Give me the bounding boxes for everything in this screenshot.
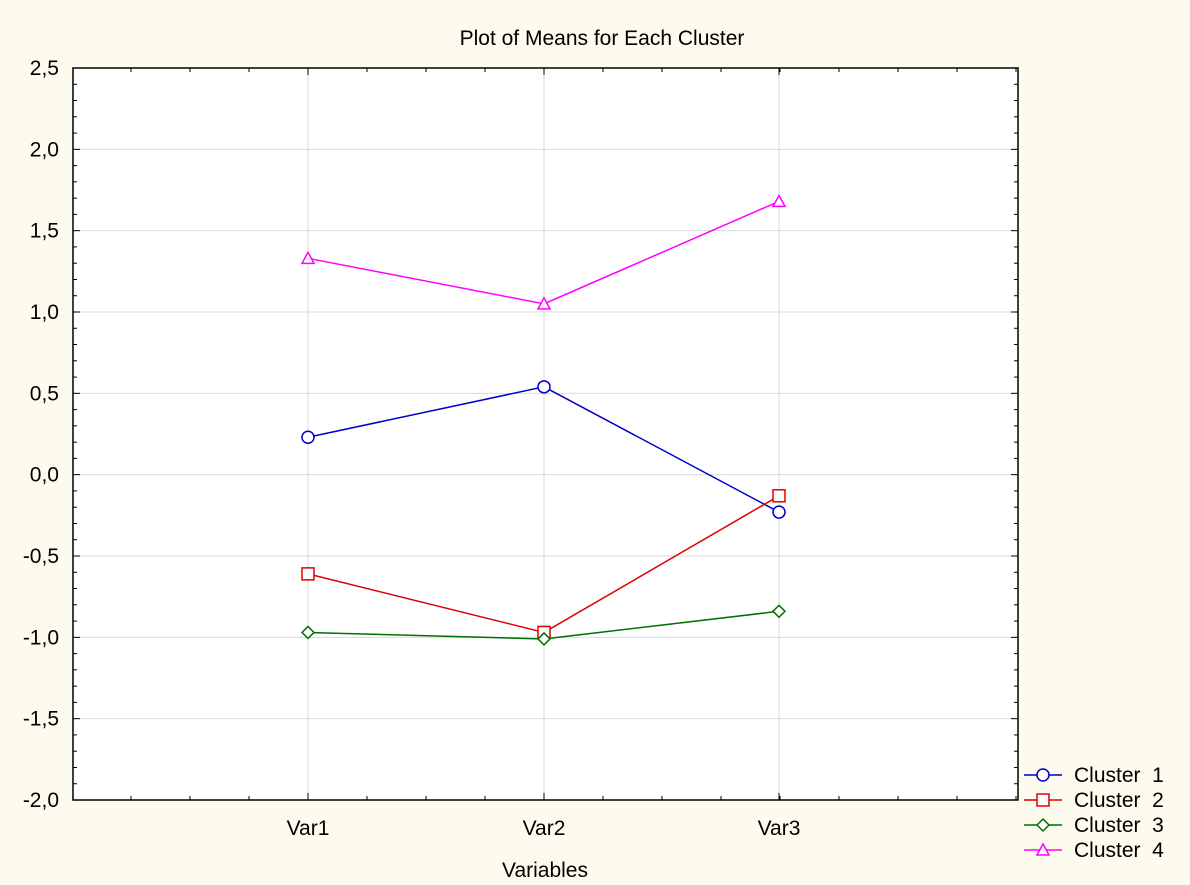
x-tick-label: Var2: [523, 817, 566, 840]
data-point-circle: [537, 380, 551, 394]
legend-marker-triangle: [1035, 842, 1051, 856]
legend-item: Cluster 4: [1024, 839, 1164, 862]
y-tick-label: -0,5: [23, 545, 59, 568]
data-point-circle: [301, 430, 315, 445]
y-tick-label: 2,5: [30, 57, 59, 80]
y-tick-label: -1,0: [23, 626, 59, 649]
legend-item: Cluster 2: [1024, 789, 1164, 812]
data-point-diamond: [300, 625, 316, 640]
data-point-triangle: [771, 193, 787, 208]
plot-frame: [72, 67, 1019, 801]
y-tick-label: 1,5: [30, 220, 59, 243]
y-tick-label: 0,5: [30, 382, 59, 405]
legend-item: Cluster 3: [1024, 814, 1164, 837]
y-tick-label: 2,0: [30, 138, 59, 161]
data-point-diamond: [771, 604, 787, 619]
legend-marker-square: [1036, 793, 1050, 807]
data-point-circle: [772, 505, 786, 519]
plot-area: [73, 68, 1018, 800]
series-group: [300, 193, 787, 647]
y-tick-label: -2,0: [23, 789, 59, 812]
axes: -2,0 -1,5 -1,0 -0,5 0,0 0,5 1,0 1,5 2,0 2,5 Var1 Va…: [23, 57, 1019, 840]
legend-label: Cluster 4: [1074, 839, 1164, 862]
y-tick-label: 0,0: [30, 464, 59, 487]
legend-item: Cluster 1: [1024, 764, 1164, 787]
x-tick-label: Var1: [287, 817, 330, 840]
series-3: [300, 604, 787, 647]
chart-title: Plot of Means for Each Cluster: [460, 27, 745, 50]
legend-marker-circle: [1036, 768, 1050, 782]
legend-label: Cluster 2: [1074, 789, 1164, 812]
series-1: [301, 380, 786, 519]
data-point-square: [772, 489, 786, 503]
series-4: [300, 193, 787, 310]
data-point-diamond: [536, 631, 552, 647]
data-point-triangle: [300, 250, 316, 265]
data-point-triangle: [536, 296, 552, 310]
x-axis-title: Variables: [502, 859, 588, 882]
legend-label: Cluster 3: [1074, 814, 1164, 837]
legend-label: Cluster 1: [1074, 764, 1164, 787]
legend-marker-diamond: [1035, 817, 1051, 833]
x-tick-label: Var3: [758, 817, 801, 840]
y-tick-label: -1,5: [23, 708, 59, 731]
data-point-square: [301, 567, 315, 581]
y-tick-label: 1,0: [30, 301, 59, 324]
